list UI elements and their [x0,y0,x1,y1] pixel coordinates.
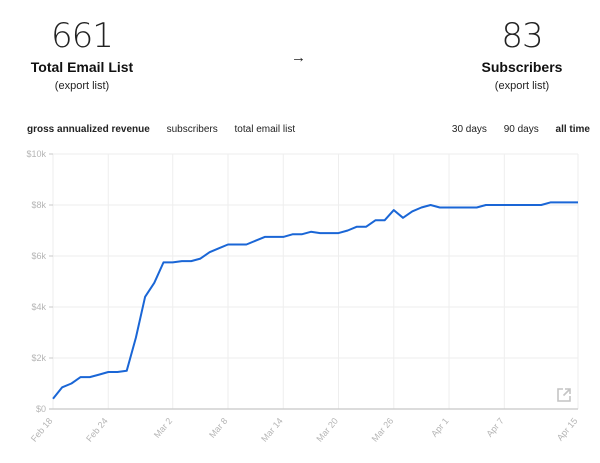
x-tick-label: Mar 8 [207,416,229,440]
y-tick-label: $0 [36,404,46,414]
subscribers-count: 83 [501,16,543,56]
chart-grid [52,153,579,409]
y-tick-label: $2k [31,353,46,363]
subscribers-label: Subscribers [481,59,563,75]
x-tick-label: Apr 7 [484,416,505,439]
export-subscribers-link[interactable]: (export list) [494,80,550,92]
x-tick-label: Apr 1 [429,416,450,439]
x-tick-label: Feb 18 [29,416,55,444]
tab-total-email-list[interactable]: total email list [234,124,296,135]
y-tick-label: $6k [31,251,46,261]
range-all-time[interactable]: all time [555,124,590,135]
total-email-list-stat: 661 Total Email List (export list) [0,14,182,92]
x-axis: Feb 18 Feb 24 Mar 2 Mar 8 Mar 14 Mar 20 Mar 26… [29,408,580,444]
x-tick-label: Feb 24 [84,416,110,444]
y-axis: $0 $2k $4k $6k $8k $10k [26,149,53,414]
arrow-right-icon: → [291,49,306,66]
revenue-line [52,201,578,400]
x-tick-label: Mar 26 [370,416,396,444]
range-90-days[interactable]: 90 days [503,124,539,135]
range-30-days[interactable]: 30 days [451,124,487,135]
total-email-list-count: 661 [51,16,114,56]
subscribers-stat: 83 Subscribers (export list) [422,14,600,92]
tab-gross-annualized-revenue[interactable]: gross annualized revenue [27,124,150,135]
x-tick-label: Mar 14 [259,416,285,444]
range-tabs: 30 days 90 days all time [438,124,590,135]
x-tick-label: Apr 15 [555,416,580,443]
x-tick-label: Mar 2 [152,416,174,440]
y-tick-label: $10k [26,149,46,159]
total-email-list-label: Total Email List [30,59,134,75]
external-link-icon[interactable] [555,386,573,404]
export-email-list-link[interactable]: (export list) [54,80,110,92]
x-tick-label: Mar 20 [314,416,340,444]
y-tick-label: $8k [31,200,46,210]
y-tick-label: $4k [31,302,46,312]
tab-subscribers[interactable]: subscribers [166,124,218,135]
metric-tabs: gross annualized revenue subscribers tot… [27,124,309,135]
